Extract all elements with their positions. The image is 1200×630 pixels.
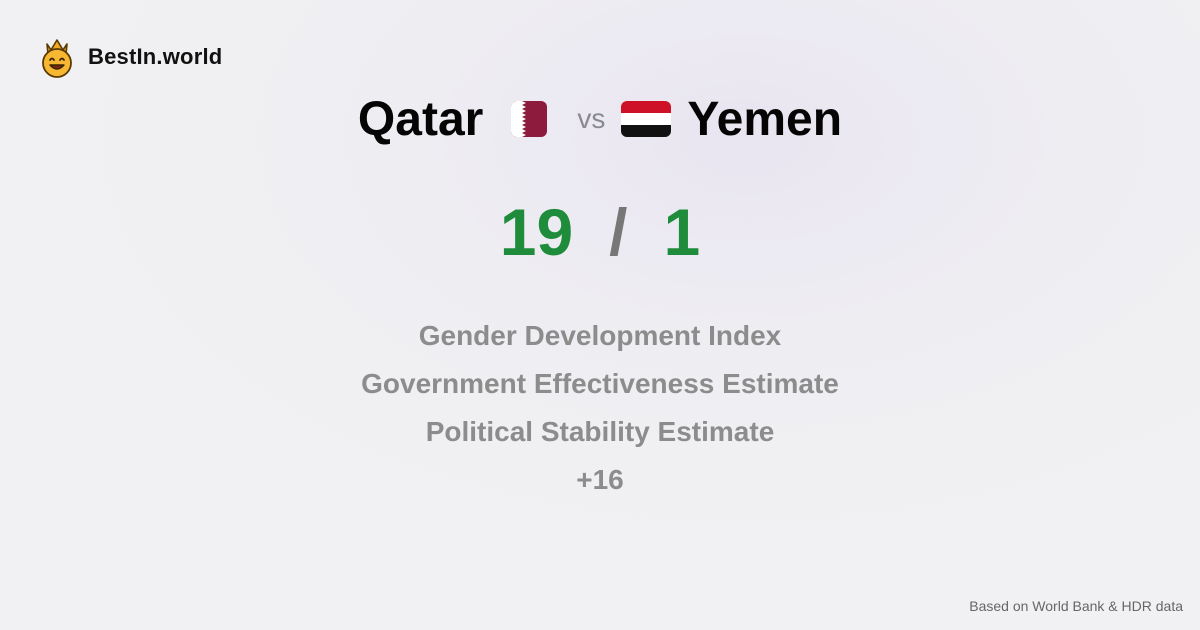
crowned-smiley-icon bbox=[42, 39, 72, 78]
left-score: 19 bbox=[499, 195, 574, 269]
vs-label: vs bbox=[577, 103, 606, 134]
metric-item: Political Stability Estimate bbox=[425, 416, 775, 447]
score-comparison: 19 / 1 bbox=[0, 192, 1200, 272]
brand-name: BestIn.world bbox=[88, 44, 223, 69]
more-metrics-count: +16 bbox=[576, 464, 624, 495]
metric-item: Gender Development Index bbox=[418, 320, 782, 351]
yemen-flag-icon bbox=[621, 101, 672, 137]
brand[interactable]: BestIn.world bbox=[38, 36, 222, 78]
metric-item: Government Effectiveness Estimate bbox=[361, 368, 839, 399]
score-separator: / bbox=[609, 195, 628, 269]
right-country-name[interactable]: Yemen bbox=[687, 92, 843, 146]
left-country-name[interactable]: Qatar bbox=[357, 92, 484, 146]
qatar-flag-icon bbox=[511, 101, 548, 137]
right-score: 1 bbox=[663, 195, 701, 269]
country-matchup: Qatar vs Yemen bbox=[0, 88, 1200, 150]
data-source-note: Based on World Bank & HDR data bbox=[969, 598, 1183, 614]
metric-list: Gender Development Index Government Effe… bbox=[0, 312, 1200, 456]
